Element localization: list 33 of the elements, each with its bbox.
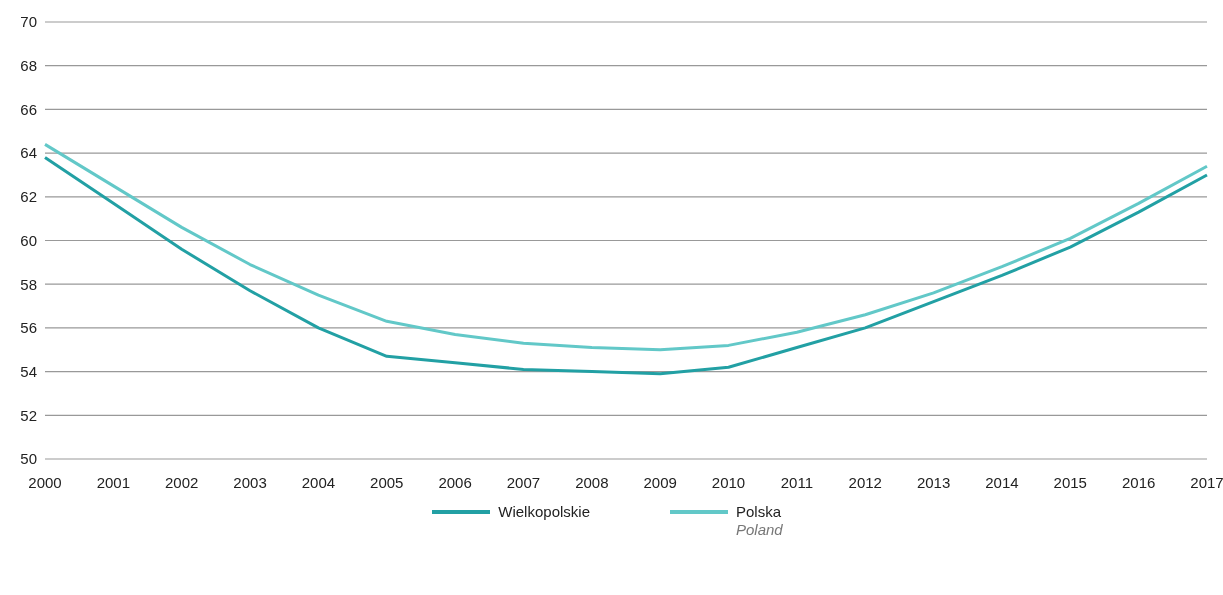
y-tick-label: 68	[20, 57, 37, 75]
x-tick-label: 2011	[780, 473, 814, 491]
legend-label: Wielkopolskie	[498, 503, 590, 521]
x-tick-label: 2012	[848, 473, 882, 491]
legend-label: Polska Poland	[735, 503, 783, 539]
x-tick-label: 2010	[711, 473, 746, 491]
x-tick-label: 2016	[1121, 473, 1156, 491]
x-tick-label: 2004	[301, 473, 336, 491]
x-tick-label: 2007	[506, 473, 541, 491]
line-series	[43, 142, 1209, 352]
x-tick-label: 2009	[643, 473, 677, 491]
y-tick-label: 64	[20, 144, 37, 162]
x-tick-label: 2015	[1053, 473, 1087, 491]
x-tick-label: 2001	[96, 473, 131, 491]
y-tick-label: 62	[20, 188, 37, 206]
y-tick-label: 54	[20, 362, 37, 380]
x-tick-label: 2014	[985, 473, 1019, 491]
y-tick-label: 66	[20, 100, 37, 118]
x-tick-label: 2017	[1190, 473, 1223, 491]
y-tick-label: 52	[20, 406, 37, 424]
y-tick-label: 58	[20, 275, 37, 293]
y-tick-label: 70	[20, 13, 37, 31]
y-tick-label: 60	[20, 231, 37, 249]
x-tick-label: 2008	[575, 473, 609, 491]
x-tick-label: 2005	[370, 473, 404, 491]
x-tick-label: 2002	[165, 473, 199, 491]
y-tick-label: 50	[20, 450, 37, 468]
x-tick-label: 2013	[916, 473, 951, 491]
x-tick-label: 2000	[28, 473, 62, 491]
x-tick-label: 2003	[233, 473, 267, 491]
x-tick-label: 2006	[438, 473, 472, 491]
y-tick-label: 56	[20, 319, 37, 337]
line-series	[43, 155, 1209, 376]
